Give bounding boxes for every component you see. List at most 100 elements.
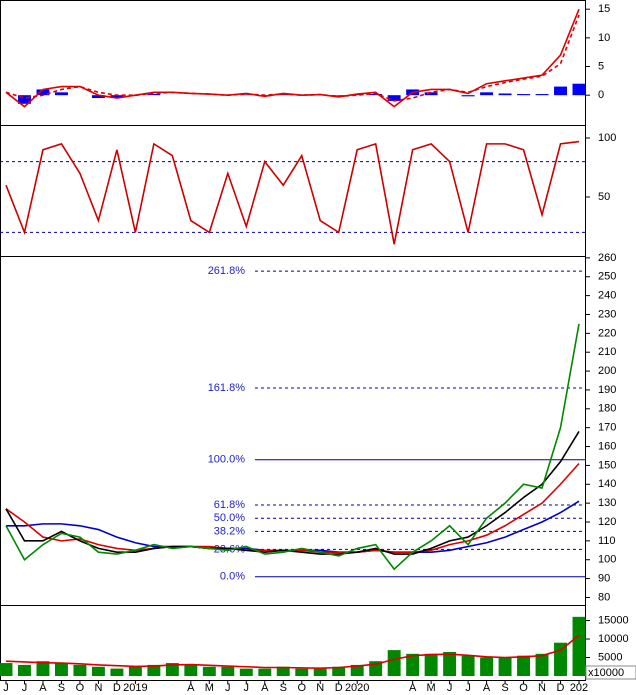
panel-frame (0, 125, 586, 257)
bar (387, 650, 401, 676)
y-tick-label: 220 (598, 327, 616, 339)
y-tick-label: 90 (598, 572, 610, 584)
x-tick-label: J (22, 682, 28, 694)
bar (128, 666, 142, 676)
x-tick-label: J (244, 682, 250, 694)
bar (498, 657, 512, 676)
fib-label: 0.0% (220, 571, 245, 583)
bar (239, 94, 253, 96)
bar (36, 89, 50, 96)
y-tick-label: 5000 (598, 651, 622, 663)
x-tick-label: 2020 (345, 682, 369, 694)
y-tick-label: 130 (598, 497, 616, 509)
bar (0, 663, 13, 676)
y-tick-label: 140 (598, 478, 616, 490)
y-tick-label: 10000 (598, 633, 629, 645)
y-tick-label: 50 (598, 191, 610, 203)
x-tick-label: S (58, 682, 65, 694)
x-tick-label: D (557, 682, 565, 694)
bar (517, 94, 531, 96)
x-tick-label: M (427, 682, 436, 694)
fib-label: 38.2% (214, 525, 245, 537)
x-tick-label: A (187, 682, 195, 694)
x-tick-label: O (297, 682, 306, 694)
fib-label: 261.8% (208, 265, 246, 277)
bar (461, 95, 475, 97)
bar (184, 664, 198, 676)
x-tick-label: A (261, 682, 269, 694)
line (5, 14, 580, 102)
bar (202, 666, 216, 676)
y-tick-label: 180 (598, 403, 616, 415)
bar (258, 668, 272, 676)
bar (165, 663, 179, 676)
bar (36, 661, 50, 676)
bar (276, 94, 290, 96)
y-tick-label: 150 (598, 459, 616, 471)
line (5, 8, 580, 108)
bar (498, 93, 512, 96)
unit-box (585, 665, 636, 680)
bar (572, 616, 586, 676)
bar (221, 666, 235, 676)
line (5, 140, 580, 245)
bar (91, 95, 105, 99)
y-tick-label: 0 (598, 89, 604, 101)
bar (461, 655, 475, 676)
bar (147, 94, 161, 96)
line (5, 323, 580, 571)
bar (424, 653, 438, 676)
x-tick-label: J (465, 682, 471, 694)
bar (387, 95, 401, 101)
bar (480, 92, 494, 96)
x-tick-label: A (409, 682, 417, 694)
x-tick-label: M (205, 682, 214, 694)
x-tick-label: J (225, 682, 231, 694)
bar (54, 663, 68, 676)
x-tick-label: N (94, 682, 102, 694)
bar (110, 668, 124, 676)
bar (554, 86, 567, 96)
x-tick-label: D (335, 682, 343, 694)
y-tick-label: 5 (598, 60, 604, 72)
y-tick-label: 80 (598, 591, 610, 603)
y-tick-label: 210 (598, 346, 616, 358)
x-tick-label: O (76, 682, 85, 694)
x-tick-label: S (280, 682, 287, 694)
unit-label: x10000 (588, 667, 624, 679)
x-tick-label: N (538, 682, 546, 694)
bar (572, 83, 586, 96)
bar (73, 664, 87, 676)
x-tick-label: O (519, 682, 528, 694)
y-tick-label: 10 (598, 32, 610, 44)
bar (147, 664, 161, 676)
panel-frame (0, 0, 586, 126)
y-tick-label: 120 (598, 516, 616, 528)
bar (18, 95, 31, 104)
line (6, 500, 580, 553)
line (5, 462, 580, 553)
line (5, 634, 580, 670)
y-tick-label: 100 (598, 554, 616, 566)
y-tick-label: 200 (598, 365, 616, 377)
bar (332, 666, 346, 676)
fib-label: 161.8% (208, 382, 246, 394)
line (5, 431, 580, 555)
x-tick-label: 202 (570, 682, 588, 694)
y-tick-label: 230 (598, 308, 616, 320)
y-tick-label: 110 (598, 535, 616, 547)
y-tick-label: 160 (598, 440, 616, 452)
x-tick-label: A (39, 682, 47, 694)
bar (91, 666, 105, 676)
y-tick-label: 250 (598, 271, 616, 283)
bar (350, 664, 364, 676)
bar (295, 668, 309, 676)
panel-frame (0, 256, 586, 606)
y-tick-label: 260 (598, 252, 616, 264)
bar (424, 92, 438, 96)
fib-label: 61.8% (214, 499, 245, 511)
x-tick-label: J (3, 682, 9, 694)
bar (406, 653, 420, 676)
bar (239, 668, 253, 676)
